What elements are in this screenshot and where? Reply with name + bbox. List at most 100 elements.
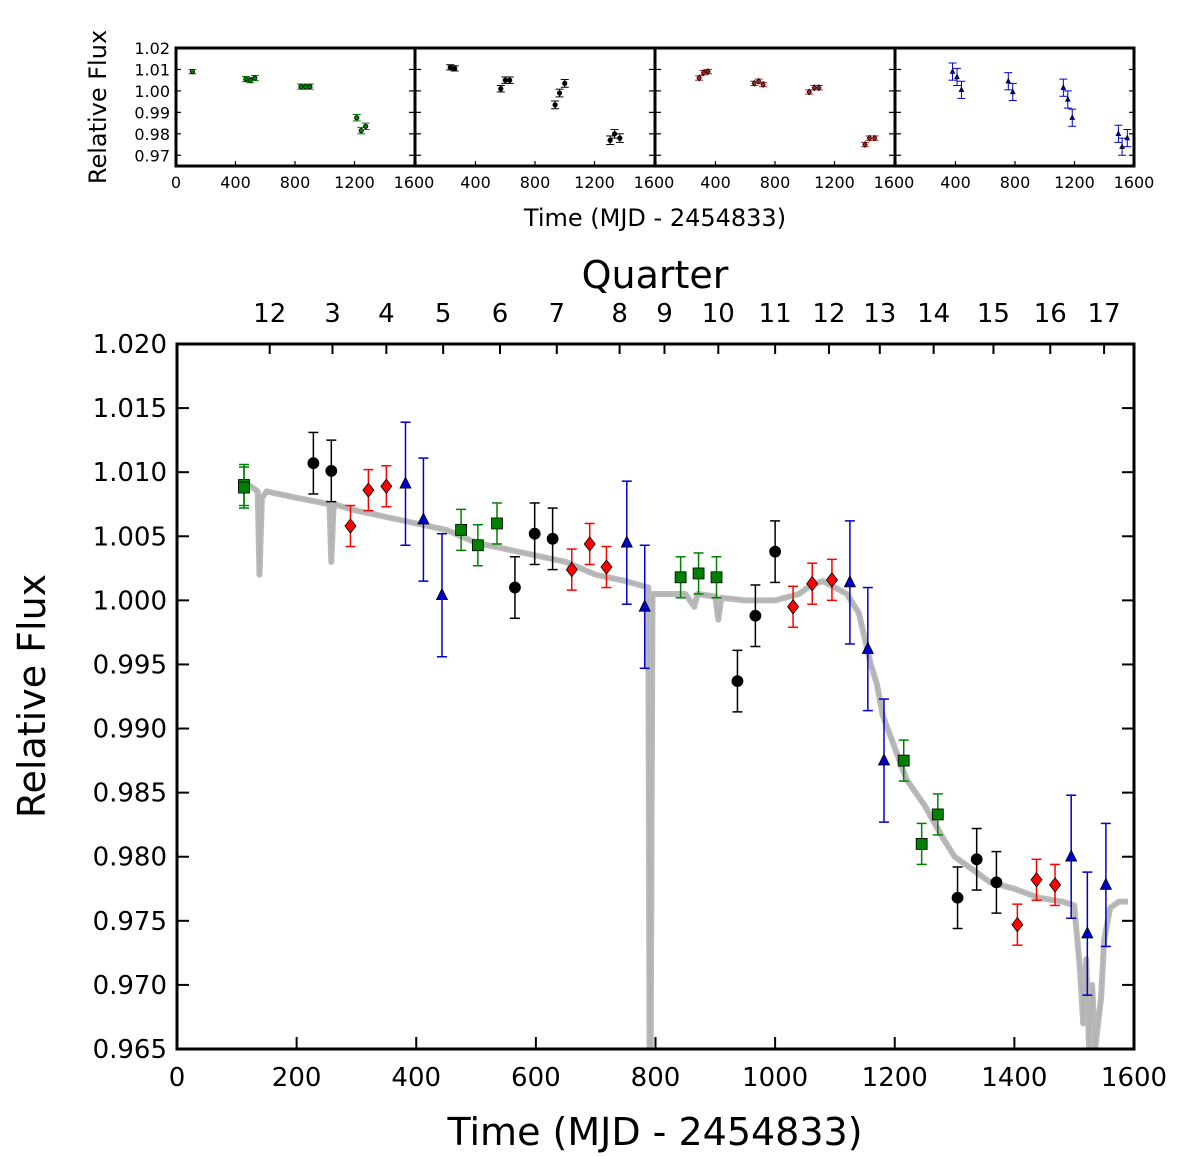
quarter-label: 12 <box>253 299 286 329</box>
quarter-label: 6 <box>492 299 509 329</box>
inset-x-tick-label: 400 <box>220 173 251 192</box>
data-point <box>325 464 338 477</box>
quarter-label: 4 <box>378 299 395 329</box>
quarter-label: 10 <box>702 299 735 329</box>
inset-panel-2 <box>446 64 624 146</box>
inset-data-point <box>871 134 878 142</box>
inset-data-point <box>760 80 766 88</box>
y-tick-label: 0.970 <box>93 971 167 1001</box>
data-point <box>399 476 412 489</box>
main-plot: 0 200 400 600 800 1000 1200 1400 1600 0.965 0.970 0… <box>10 253 1167 1154</box>
quarter-label: 5 <box>435 299 452 329</box>
x-tick-label: 600 <box>511 1063 561 1093</box>
inset-data-point <box>252 75 258 81</box>
inset-x-tick-label: 400 <box>460 173 491 192</box>
data-point <box>435 587 449 601</box>
inset-y-tick-label: 1.00 <box>134 82 170 101</box>
data-point <box>1065 849 1078 862</box>
quarter-label: 11 <box>759 299 792 329</box>
quarter-label: 12 <box>812 299 845 329</box>
data-point <box>990 876 1003 889</box>
data-point <box>970 853 983 866</box>
data-point <box>931 808 944 821</box>
x-tick-label: 0 <box>169 1063 186 1093</box>
data-point <box>583 536 596 552</box>
lightcurve-core <box>248 484 1128 1049</box>
quarter-label: 8 <box>611 299 628 329</box>
series-triangle <box>399 421 1113 996</box>
data-point <box>600 559 613 575</box>
x-tick-label: 1600 <box>1101 1063 1167 1093</box>
inset-data-point <box>507 77 513 83</box>
inset-x-tick-label: 400 <box>940 173 971 192</box>
inset-data-point <box>354 115 360 121</box>
inset-x-tick-label: 400 <box>700 173 731 192</box>
data-point <box>362 482 375 498</box>
y-tick-label: 0.985 <box>93 779 167 809</box>
inset-x-tick-label: 1200 <box>334 173 375 192</box>
inset-panel-3 <box>695 68 879 149</box>
inset-x-tick-label: 800 <box>520 173 551 192</box>
inset-data-point <box>307 84 313 90</box>
inset-data-point <box>705 68 711 76</box>
data-point <box>380 478 393 495</box>
main-x-axis-title: Time (MJD - 2454833) <box>446 1110 862 1154</box>
inset-panel-1 <box>188 68 370 135</box>
inset-data-point <box>607 137 613 143</box>
data-point <box>491 517 503 530</box>
data-point <box>692 567 705 580</box>
inset-data-point <box>1060 84 1067 90</box>
inset-data-point <box>755 77 762 85</box>
quarter-label: 15 <box>977 299 1010 329</box>
quarter-label: 17 <box>1088 299 1121 329</box>
data-point <box>674 571 687 584</box>
x-tick-label: 800 <box>631 1063 681 1093</box>
data-point <box>344 518 357 534</box>
inset-data-point <box>1005 77 1012 84</box>
data-point <box>471 539 484 552</box>
data-point <box>238 481 250 494</box>
lightcurve <box>247 482 1128 1049</box>
inset-data-point <box>562 80 568 87</box>
inset-x-tick-label: 1200 <box>574 173 615 192</box>
quarter-label: 14 <box>917 299 950 329</box>
y-tick-label: 1.000 <box>93 586 167 616</box>
inset-data-point <box>363 123 369 129</box>
inset-data-point <box>751 79 757 87</box>
data-point <box>769 545 782 558</box>
inset-data-point <box>452 65 458 71</box>
inset-x-tick-label: 1200 <box>1054 173 1095 192</box>
data-point <box>843 574 857 588</box>
quarter-label: 9 <box>656 299 673 329</box>
inset-x-tick-label: 1600 <box>874 173 915 192</box>
data-point <box>565 561 578 578</box>
inset-x-axis-title: Time (MJD - 2454833) <box>523 204 786 232</box>
inset-data-point <box>866 134 873 142</box>
data-point <box>307 457 320 470</box>
y-tick-label: 0.990 <box>93 715 167 745</box>
inset-x-tick-label: 1200 <box>814 173 855 192</box>
data-point <box>509 581 521 594</box>
series-circle <box>307 431 1003 930</box>
inset-data-point <box>302 84 309 90</box>
inset-y-tick-label: 0.99 <box>134 103 170 122</box>
data-point <box>915 838 928 850</box>
inset-data-point <box>862 141 868 149</box>
inset-data-point <box>816 84 822 92</box>
y-tick-label: 0.975 <box>93 907 167 937</box>
inset-y-tick-label: 1.01 <box>134 60 170 79</box>
series-diamond <box>344 465 1062 946</box>
inset-data-point <box>958 86 965 92</box>
quarter-axis-title: Quarter <box>582 253 729 297</box>
inset-data-point <box>189 69 195 75</box>
inset-x-tick-label: 1600 <box>634 173 675 192</box>
x-tick-label: 400 <box>391 1063 441 1093</box>
inset-data-point <box>617 135 623 141</box>
data-point <box>951 891 964 904</box>
data-point <box>1049 877 1062 893</box>
inset-data-point <box>298 84 304 90</box>
data-point <box>877 753 891 766</box>
inset-x-tick-label: 800 <box>280 173 311 192</box>
inset-data-point <box>949 68 956 74</box>
